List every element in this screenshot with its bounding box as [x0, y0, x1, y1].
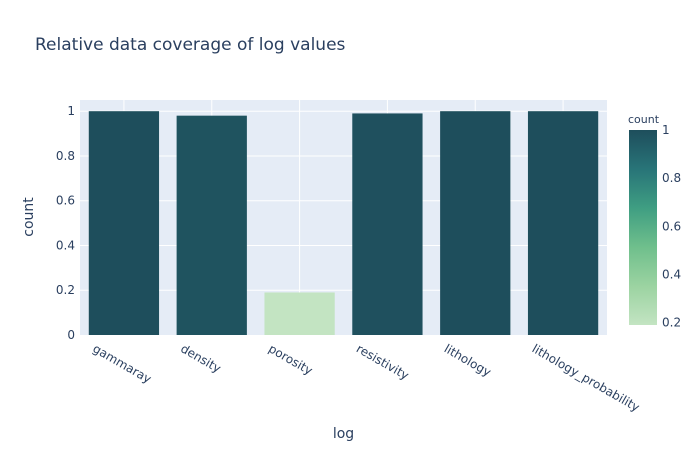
bars	[88, 111, 599, 336]
y-tick-label: 0.2	[56, 283, 75, 297]
colorbar: count 0.2 0.4 0.6 0.8 1	[628, 113, 681, 330]
x-tick-label: lithology	[442, 341, 494, 379]
colorbar-tick-label: 0.4	[662, 267, 681, 281]
x-tick-label: lithology_probability	[530, 341, 642, 414]
y-tick-label: 0.6	[56, 194, 75, 208]
y-axis-title: count	[21, 197, 37, 237]
x-tick-label: density	[178, 341, 223, 375]
chart-title: Relative data coverage of log values	[35, 35, 346, 55]
bar-lithology[interactable]	[440, 111, 511, 335]
bar-porosity[interactable]	[264, 292, 335, 335]
colorbar-tick-label: 0.6	[662, 219, 681, 233]
colorbar-ticks: 0.2 0.4 0.6 0.8 1	[662, 123, 681, 330]
plot-area	[80, 100, 607, 335]
y-tick-label: 1	[67, 104, 75, 118]
x-tick-label: gammaray	[90, 341, 153, 386]
x-tick-label: resistivity	[354, 341, 411, 382]
colorbar-tick-label: 0.2	[662, 316, 681, 330]
x-axis-title: log	[333, 426, 354, 442]
y-tick-label: 0.4	[56, 238, 75, 252]
y-axis-ticks: 0 0.2 0.4 0.6 0.8 1	[56, 104, 75, 342]
colorbar-gradient	[629, 130, 657, 325]
y-tick-label: 0.8	[56, 149, 75, 163]
x-tick-label: porosity	[266, 341, 315, 377]
colorbar-title: count	[628, 113, 660, 126]
bar-density[interactable]	[176, 115, 247, 336]
bar-resistivity[interactable]	[352, 113, 423, 335]
y-tick-label: 0	[67, 328, 75, 342]
bar-gammaray[interactable]	[88, 111, 160, 335]
colorbar-tick-label: 1	[662, 123, 670, 137]
x-axis-ticks: gammaray density porosity resistivity lithol…	[90, 341, 642, 414]
colorbar-tick-label: 0.8	[662, 171, 681, 185]
bar-lithology-probability[interactable]	[527, 111, 599, 335]
